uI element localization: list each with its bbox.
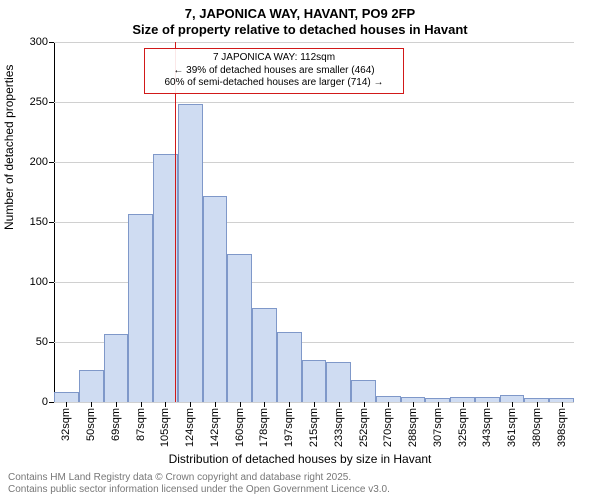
histogram-bar	[252, 308, 277, 402]
x-tick-mark	[66, 402, 67, 407]
x-tick-label: 69sqm	[110, 408, 122, 441]
callout-line: 60% of semi-detached houses are larger (…	[151, 77, 397, 90]
y-tick-mark	[49, 342, 54, 343]
y-tick-label: 100	[30, 276, 48, 288]
y-tick-mark	[49, 102, 54, 103]
x-tick-mark	[537, 402, 538, 407]
callout-line: ← 39% of detached houses are smaller (46…	[151, 65, 397, 78]
y-tick-mark	[49, 162, 54, 163]
x-tick-label: 343sqm	[481, 408, 493, 447]
x-tick-label: 197sqm	[283, 408, 295, 447]
x-tick-label: 380sqm	[531, 408, 543, 447]
x-tick-mark	[314, 402, 315, 407]
x-tick-mark	[215, 402, 216, 407]
x-tick-mark	[388, 402, 389, 407]
x-tick-label: 124sqm	[184, 408, 196, 447]
gridline	[54, 102, 574, 103]
x-axis-label: Distribution of detached houses by size …	[0, 452, 600, 466]
x-tick-mark	[463, 402, 464, 407]
y-tick-label: 250	[30, 96, 48, 108]
histogram-bar	[326, 362, 351, 402]
y-tick-mark	[49, 402, 54, 403]
x-tick-label: 105sqm	[159, 408, 171, 447]
x-tick-label: 87sqm	[135, 408, 147, 441]
x-tick-label: 142sqm	[209, 408, 221, 447]
x-tick-label: 50sqm	[85, 408, 97, 441]
plot-area: 05010015020025030032sqm50sqm69sqm87sqm10…	[54, 42, 574, 402]
x-tick-mark	[339, 402, 340, 407]
x-tick-label: 325sqm	[457, 408, 469, 447]
gridline	[54, 162, 574, 163]
x-tick-label: 288sqm	[407, 408, 419, 447]
x-tick-mark	[512, 402, 513, 407]
x-tick-label: 361sqm	[506, 408, 518, 447]
histogram-bar	[500, 395, 525, 402]
histogram-bar	[104, 334, 129, 402]
x-tick-mark	[289, 402, 290, 407]
y-tick-mark	[49, 282, 54, 283]
x-tick-mark	[91, 402, 92, 407]
histogram-bar	[178, 104, 203, 402]
x-tick-label: 32sqm	[60, 408, 72, 441]
histogram-bar	[128, 214, 153, 402]
x-tick-label: 233sqm	[333, 408, 345, 447]
histogram-bar	[79, 370, 104, 402]
x-tick-mark	[264, 402, 265, 407]
footer-line: Contains HM Land Registry data © Crown c…	[8, 472, 390, 484]
x-tick-label: 398sqm	[556, 408, 568, 447]
x-tick-mark	[190, 402, 191, 407]
histogram-bar	[227, 254, 252, 402]
x-tick-mark	[165, 402, 166, 407]
y-tick-label: 200	[30, 156, 48, 168]
y-axis-label: Number of detached properties	[2, 65, 16, 230]
x-tick-mark	[364, 402, 365, 407]
y-tick-label: 300	[30, 36, 48, 48]
y-tick-mark	[49, 42, 54, 43]
y-tick-label: 0	[42, 396, 48, 408]
x-tick-label: 252sqm	[358, 408, 370, 447]
x-tick-mark	[240, 402, 241, 407]
callout-line: 7 JAPONICA WAY: 112sqm	[151, 52, 397, 65]
x-tick-mark	[562, 402, 563, 407]
x-tick-label: 307sqm	[432, 408, 444, 447]
y-tick-mark	[49, 222, 54, 223]
histogram-bar	[54, 392, 79, 402]
histogram-bar	[302, 360, 327, 402]
x-tick-mark	[116, 402, 117, 407]
y-tick-label: 50	[36, 336, 48, 348]
x-tick-label: 215sqm	[308, 408, 320, 447]
callout-box: 7 JAPONICA WAY: 112sqm← 39% of detached …	[144, 48, 404, 94]
x-tick-mark	[413, 402, 414, 407]
chart-title-line2: Size of property relative to detached ho…	[0, 22, 600, 37]
x-tick-label: 178sqm	[258, 408, 270, 447]
chart-container: 7, JAPONICA WAY, HAVANT, PO9 2FP Size of…	[0, 0, 600, 500]
footer-line: Contains public sector information licen…	[8, 484, 390, 496]
x-tick-mark	[141, 402, 142, 407]
x-tick-mark	[487, 402, 488, 407]
x-tick-label: 160sqm	[234, 408, 246, 447]
histogram-bar	[277, 332, 302, 402]
gridline	[54, 42, 574, 43]
chart-title-line1: 7, JAPONICA WAY, HAVANT, PO9 2FP	[0, 6, 600, 21]
footer-attribution: Contains HM Land Registry data © Crown c…	[8, 472, 390, 496]
histogram-bar	[203, 196, 228, 402]
histogram-bar	[351, 380, 376, 402]
x-tick-mark	[438, 402, 439, 407]
y-tick-label: 150	[30, 216, 48, 228]
marker-line	[175, 42, 176, 402]
x-tick-label: 270sqm	[382, 408, 394, 447]
